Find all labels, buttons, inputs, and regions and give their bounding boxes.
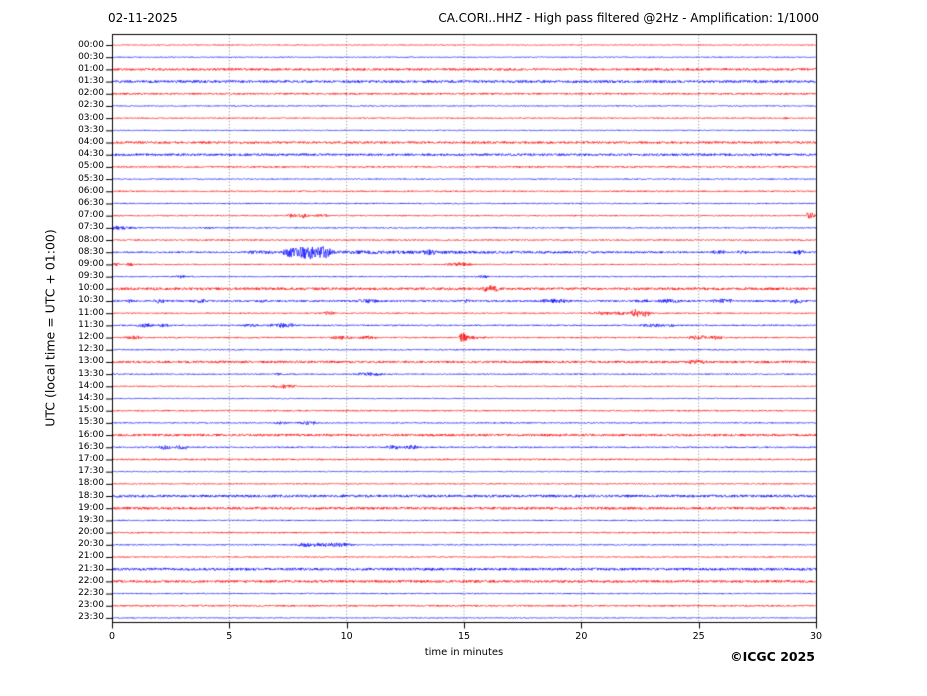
y-tick-label: 14:30 [78,393,104,403]
y-tick-label: 10:00 [78,283,104,294]
y-tick-label: 00:30 [78,51,104,62]
y-tick-label: 15:30 [78,417,104,428]
y-tick-label: 17:30 [78,466,104,477]
y-tick-label: 00:00 [78,39,104,50]
y-tick-label: 11:00 [78,307,104,318]
x-tick-label: 15 [457,631,471,642]
y-tick-label: 04:30 [78,149,104,160]
x-tick-label: 0 [108,631,116,642]
y-tick-label: 03:00 [78,112,104,123]
y-tick-label: 20:30 [78,539,104,550]
y-tick-label: 12:30 [78,344,104,355]
y-tick-label: 18:30 [78,490,104,501]
y-tick-label: 08:00 [78,234,104,245]
y-tick-label: 02:30 [78,100,104,111]
y-tick-label: 14:00 [78,380,104,391]
x-tick-label: 30 [809,631,823,642]
y-tick-label: 01:30 [78,76,104,87]
y-tick-label: 13:00 [78,356,104,367]
y-tick-label: 07:30 [78,222,104,233]
y-tick-label: 23:00 [78,600,104,611]
y-tick-label: 09:30 [78,271,104,282]
x-tick-label: 10 [340,631,353,642]
y-tick-label: 07:00 [78,210,104,221]
x-axis-title: time in minutes [424,647,504,658]
copyright-label: ©ICGC 2025 [730,649,815,664]
y-tick-label: 13:30 [78,368,104,379]
y-tick-label: 22:00 [78,575,104,586]
x-tick-label: 5 [226,631,233,642]
y-tick-label: 03:30 [78,124,104,135]
y-tick-label: 06:00 [78,185,104,196]
y-tick-label: 01:00 [78,63,104,74]
y-tick-label: 19:00 [78,502,104,513]
plot-title: CA.CORI..HHZ - High pass filtered @2Hz -… [438,11,819,25]
y-tick-label: 18:00 [78,478,104,489]
y-tick-label: 15:00 [78,405,104,416]
y-tick-label: 05:30 [78,173,104,184]
y-tick-label: 17:00 [78,453,104,464]
y-tick-label: 02:00 [78,88,104,99]
y-tick-label: 19:30 [78,514,104,525]
y-tick-label: 21:30 [78,563,104,574]
y-tick-label: 11:30 [78,319,104,330]
y-tick-label: 16:00 [78,429,104,440]
y-tick-label: 20:00 [78,527,104,538]
date-title: 02-11-2025 [108,11,178,25]
y-tick-label: 08:30 [78,246,104,257]
y-tick-label: 09:00 [78,258,104,269]
y-tick-label: 06:30 [78,197,104,208]
y-tick-label: 12:00 [78,332,104,343]
y-tick-label: 16:30 [78,441,104,452]
x-tick-label: 25 [692,631,705,642]
y-tick-label: 21:00 [78,551,104,562]
y-tick-label: 10:30 [78,295,104,306]
y-tick-label: 04:00 [78,137,104,148]
y-tick-label: 23:30 [78,612,104,623]
y-tick-label: 05:00 [78,161,104,172]
y-tick-label: 22:30 [78,588,104,599]
x-tick-label: 20 [575,631,588,642]
